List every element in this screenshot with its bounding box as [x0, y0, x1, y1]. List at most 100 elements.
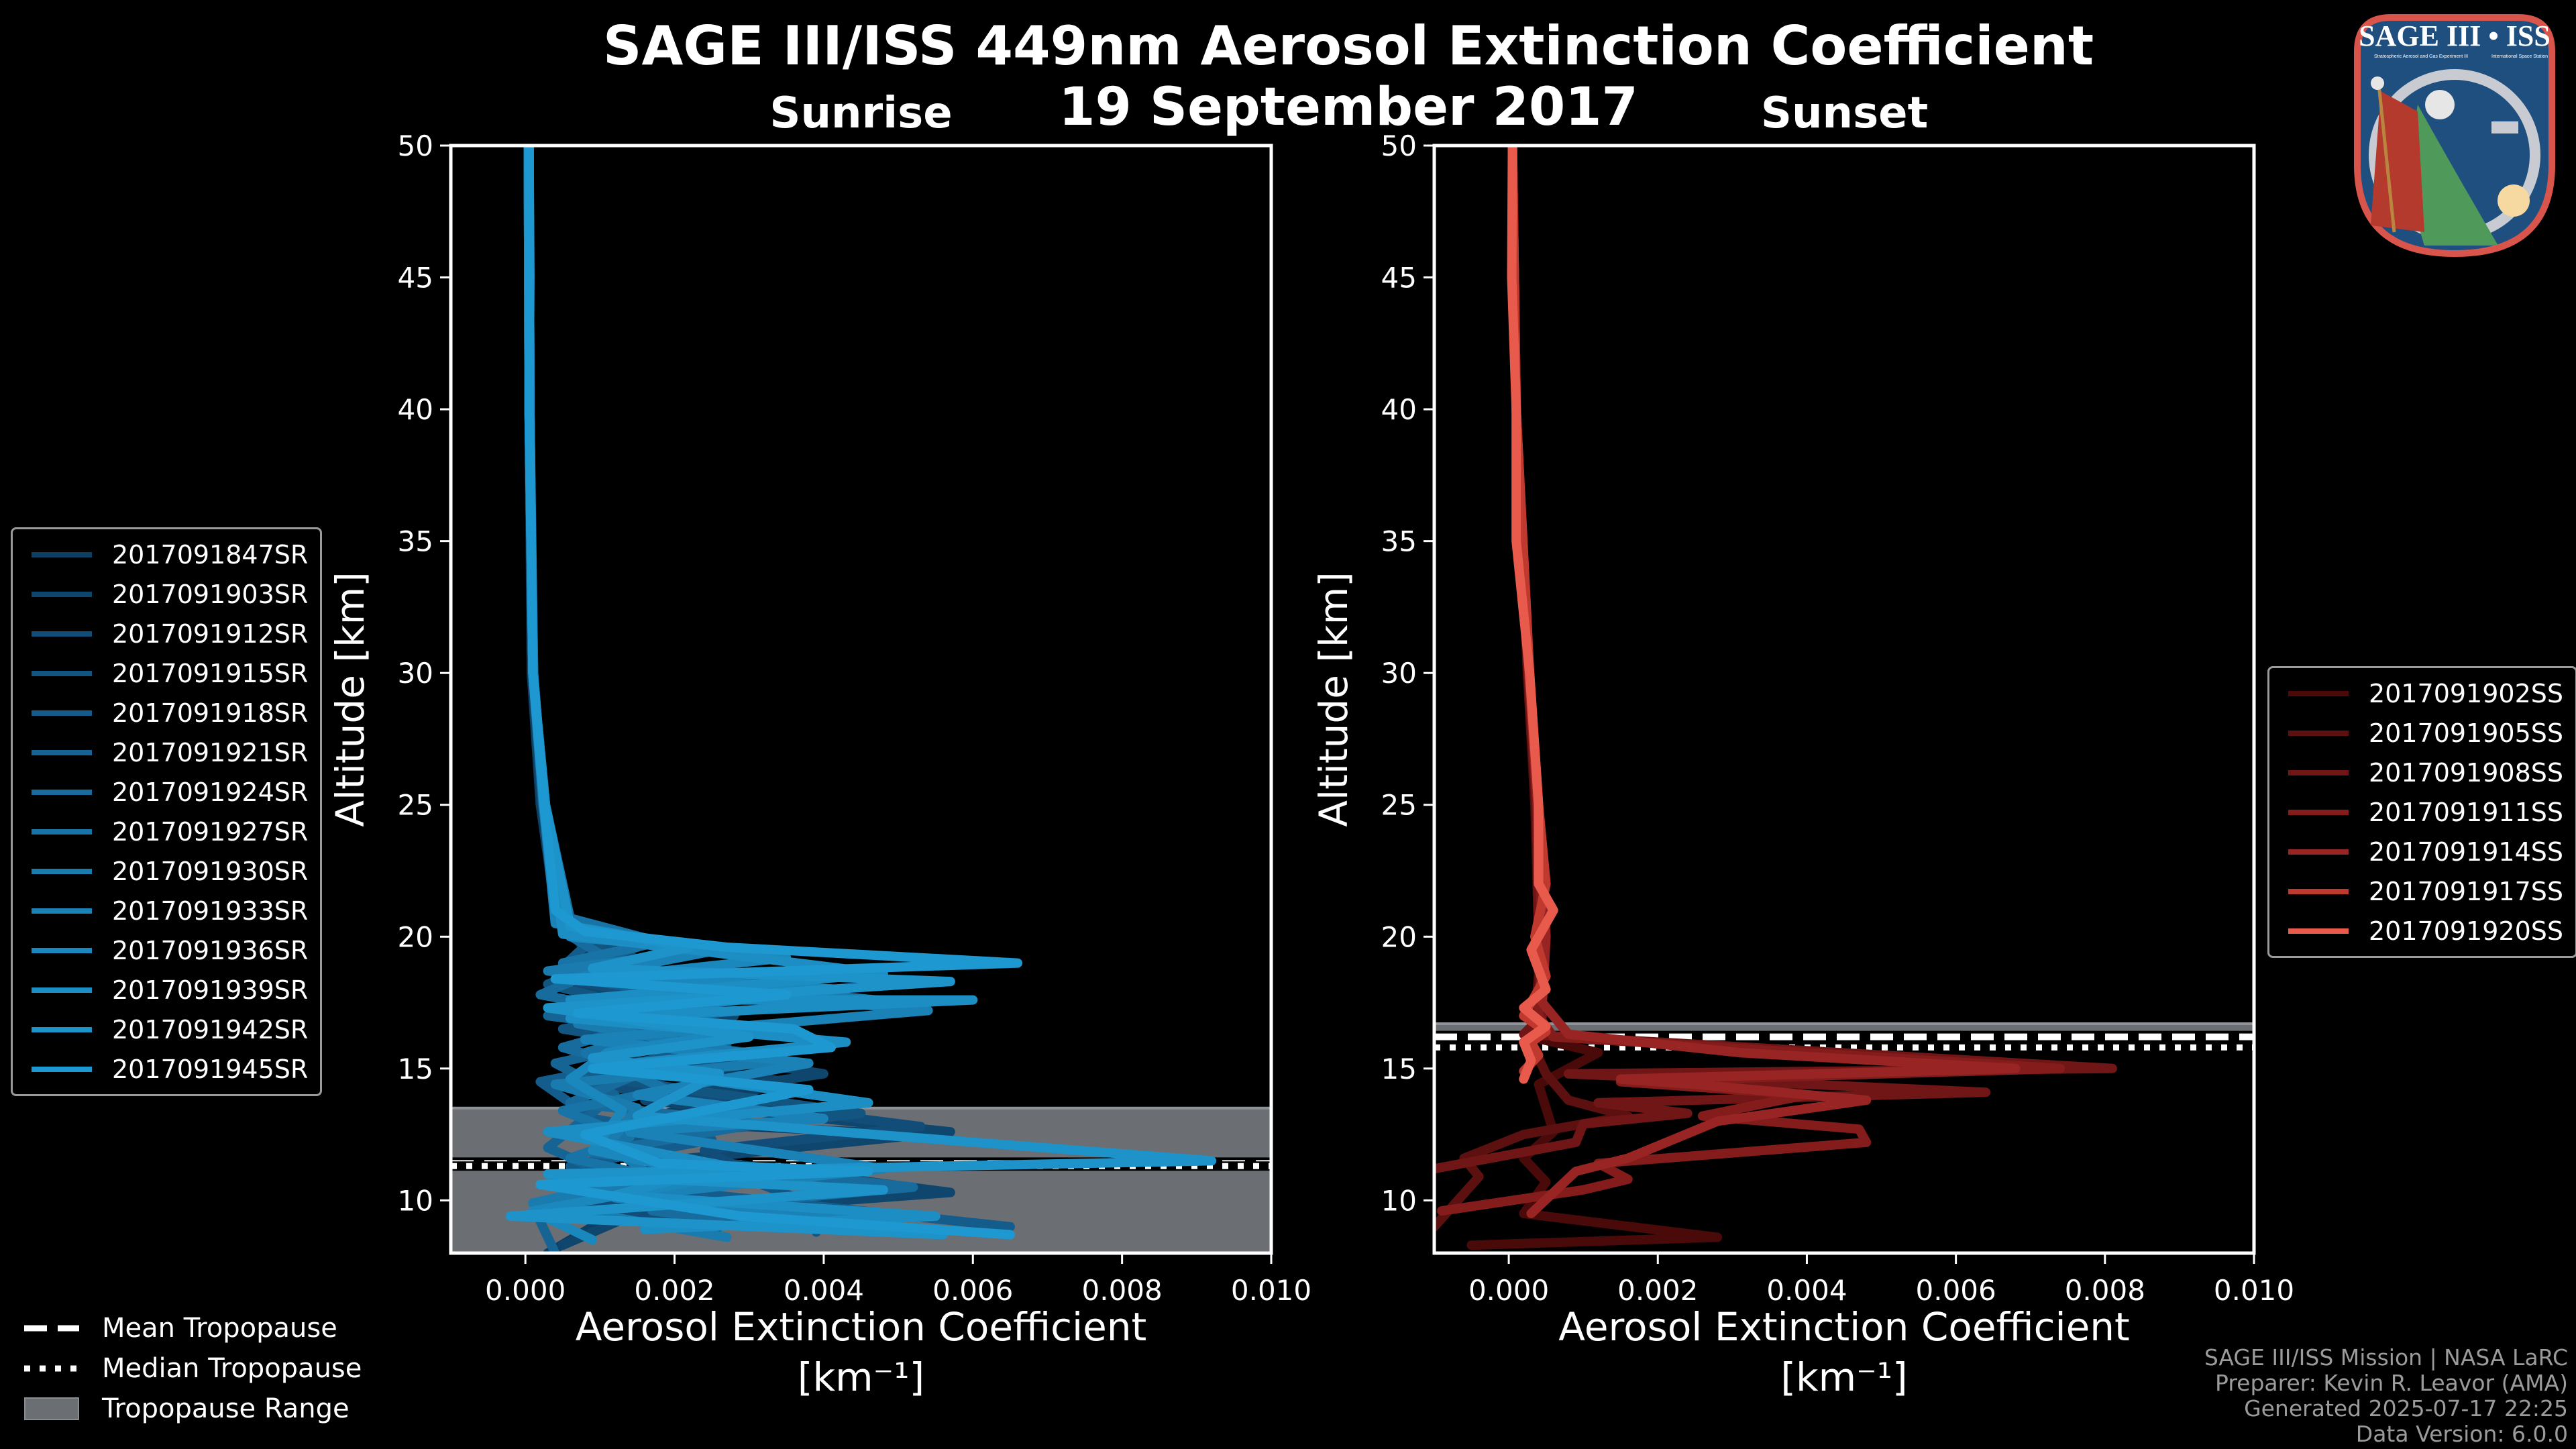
legend-label: Median Tropopause	[102, 1353, 362, 1384]
x-axis-units: [km⁻¹]	[1780, 1354, 1907, 1400]
legend-item: 2017091924SR	[19, 772, 308, 812]
legend-label: 2017091902SS	[2369, 678, 2564, 708]
legend-swatch	[32, 828, 92, 835]
legend-item: 2017091902SS	[2276, 674, 2563, 713]
x-tick-label: 0.002	[1617, 1274, 1698, 1307]
sunset-panel-title: Sunset	[1760, 89, 1929, 138]
legend-label: 2017091920SS	[2369, 916, 2564, 946]
y-tick-label: 20	[1381, 920, 1417, 953]
legend-label: 2017091917SS	[2369, 876, 2564, 906]
y-axis-label: Altitude [km]	[1311, 572, 1356, 826]
legend-swatch	[32, 908, 92, 914]
legend-swatch	[32, 947, 92, 953]
sunrise-plot: 0.000 0.002 0.004 0.006 0.008 0.010 10 15 20 25 30…	[327, 129, 1311, 1400]
legend-label: 2017091936SR	[112, 935, 309, 965]
y-tick-label: 30	[398, 657, 433, 690]
legend-item: 2017091927SR	[19, 812, 308, 851]
legend-label: 2017091942SR	[112, 1014, 309, 1044]
legend-swatch	[32, 1066, 92, 1072]
y-tick-label: 10	[398, 1184, 433, 1217]
legend-item: 2017091847SR	[19, 535, 308, 574]
plot-content	[451, 146, 1271, 1253]
legend-item: 2017091911SS	[2276, 792, 2563, 832]
legend-tropopause-range: Tropopause Range	[24, 1389, 362, 1429]
x-tick-label: 0.006	[932, 1274, 1013, 1307]
legend-swatch	[32, 868, 92, 874]
range-swatch	[24, 1397, 79, 1420]
plot-frame	[449, 144, 1273, 1255]
sunset-plot: 0.000 0.002 0.004 0.006 0.008 0.010 10 15 20 25 30…	[1311, 129, 2294, 1400]
legend-item: 2017091908SS	[2276, 753, 2563, 792]
legend-label: 2017091903SR	[112, 579, 309, 609]
logo-subtitle-right: International Space Station	[2491, 54, 2548, 59]
y-tick-label: 45	[398, 262, 433, 294]
legend-swatch	[32, 987, 92, 993]
y-axis-label: Altitude [km]	[327, 572, 373, 826]
y-tick-label: 25	[398, 789, 433, 822]
chart-title: SAGE III/ISS 449nm Aerosol Extinction Co…	[602, 15, 2094, 77]
legend-item: 2017091917SS	[2276, 871, 2563, 911]
x-tick-label: 0.000	[485, 1274, 566, 1307]
legend-label: 2017091905SS	[2369, 718, 2564, 748]
y-tick-label: 25	[1381, 789, 1417, 822]
x-tick-label: 0.000	[1468, 1274, 1549, 1307]
legend-median-tropopause: Median Tropopause	[24, 1348, 362, 1389]
y-tick-label: 35	[1381, 525, 1417, 558]
series-line-2017091920SS	[1507, 146, 1558, 1084]
legend-item: 2017091945SR	[19, 1049, 308, 1089]
legend-mean-tropopause: Mean Tropopause	[24, 1308, 362, 1348]
legend-swatch	[32, 710, 92, 716]
plot-content	[1434, 146, 2254, 1250]
logo-title: SAGE III • ISS	[2359, 19, 2551, 52]
legend-label: 2017091933SR	[112, 896, 309, 926]
x-tick-label: 0.002	[634, 1274, 714, 1307]
legend-item: 2017091942SR	[19, 1010, 308, 1049]
legend-item: 2017091914SS	[2276, 832, 2563, 871]
x-tick-label: 0.010	[1231, 1274, 1311, 1307]
series-line-2017091945SR	[524, 146, 1022, 1240]
logo-subtitle-left: Stratospheric Aerosol and Gas Experiment…	[2374, 54, 2468, 59]
sunrise-panel-title: Sunrise	[769, 89, 953, 138]
y-tick-label: 40	[398, 393, 433, 426]
legend-label: Mean Tropopause	[102, 1313, 337, 1344]
legend-item: 2017091936SR	[19, 930, 308, 970]
dotted-line-swatch	[24, 1358, 79, 1379]
legend-swatch	[32, 789, 92, 795]
y-tick-label: 10	[1381, 1184, 1417, 1217]
sage-iii-iss-mission-logo: SAGE III • ISS Stratospheric Aerosol and…	[2354, 14, 2555, 258]
legend-swatch	[2288, 690, 2349, 696]
x-tick-label: 0.004	[784, 1274, 864, 1307]
legend-label: 2017091847SR	[112, 539, 309, 570]
legend-item: 2017091933SR	[19, 891, 308, 930]
legend-label: 2017091927SR	[112, 816, 309, 847]
x-tick-label: 0.008	[2065, 1274, 2145, 1307]
legend-label: 2017091924SR	[112, 777, 309, 807]
legend-label: 2017091914SS	[2369, 837, 2564, 867]
legend-label: Tropopause Range	[102, 1393, 350, 1424]
legend-item: 2017091903SR	[19, 574, 308, 614]
legend-item: 2017091921SR	[19, 733, 308, 772]
tropopause-legend: Mean Tropopause Median Tropopause Tropop…	[24, 1308, 362, 1429]
legend-swatch	[2288, 730, 2349, 736]
legend-swatch	[32, 631, 92, 637]
legend-label: 2017091930SR	[112, 856, 309, 886]
legend-swatch	[32, 670, 92, 676]
x-tick-label: 0.008	[1082, 1274, 1163, 1307]
legend-swatch	[2288, 928, 2349, 934]
y-tick-label: 50	[398, 129, 433, 162]
sunset-legend: 2017091902SS 2017091905SS 2017091908SS 2017…	[2267, 666, 2576, 958]
credit-data-version: Data Version: 6.0.0	[2355, 1421, 2568, 1447]
y-tick-label: 15	[398, 1053, 433, 1085]
legend-label: 2017091915SR	[112, 658, 309, 688]
dashed-line-swatch	[24, 1318, 79, 1338]
y-tick-label: 50	[1381, 129, 1417, 162]
legend-label: 2017091939SR	[112, 975, 309, 1005]
y-tick-label: 20	[398, 920, 433, 953]
legend-label: 2017091912SR	[112, 619, 309, 649]
legend-label: 2017091918SR	[112, 698, 309, 728]
plot-frame	[1432, 144, 2256, 1255]
legend-label: 2017091921SR	[112, 737, 309, 767]
legend-swatch	[32, 591, 92, 597]
legend-item: 2017091912SR	[19, 614, 308, 653]
